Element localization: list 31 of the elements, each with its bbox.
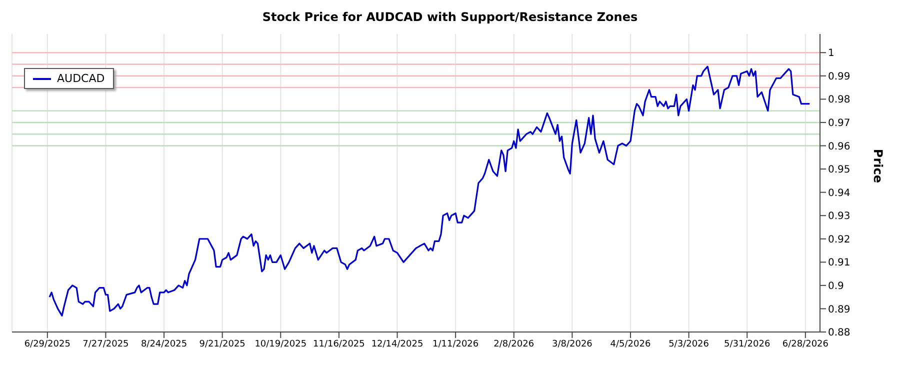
x-tick-label: 6/28/2026 [782, 339, 829, 350]
x-tick-label: 5/3/2026 [668, 339, 710, 350]
x-tick-label: 10/19/2025 [254, 339, 307, 350]
line-series [48, 66, 810, 317]
y-tick-label: 0.95 [828, 164, 850, 176]
y-tick-label: 0.89 [828, 304, 850, 316]
chart-title: Stock Price for AUDCAD with Support/Resistance Zones [261, 9, 639, 26]
y-tick-label: 0.96 [828, 141, 850, 152]
y-tick-label: 0.99 [828, 71, 850, 82]
x-tick-label: 6/29/2025 [24, 339, 70, 350]
y-tick-label: 0.98 [828, 94, 850, 106]
y-tick-label: 0.88 [828, 328, 850, 339]
x-tick-label: 12/14/2025 [371, 339, 424, 350]
x-tick-label: 11/16/2025 [313, 339, 365, 350]
y-tick-label: 0.9 [828, 280, 844, 292]
x-tick-label: 2/8/2026 [494, 339, 534, 350]
x-tick-label: 3/8/2026 [552, 339, 593, 350]
y-tick-label: 0.97 [828, 118, 850, 130]
y-tick-label: 0.91 [828, 258, 850, 269]
x-tick-label: 5/31/2026 [724, 339, 770, 350]
x-tick-label: 9/21/2025 [199, 339, 246, 350]
y-tick-label: 0.94 [828, 188, 850, 199]
x-tick-label: 1/11/2026 [432, 339, 479, 350]
x-tick-label: 8/24/2025 [140, 339, 188, 350]
y-tick-label: 1 [828, 48, 834, 60]
y-tick-label: 0.93 [828, 211, 850, 222]
y-axis-title: Price [870, 148, 885, 183]
legend-label: AUDCAD [57, 72, 105, 85]
y-tick-label: 0.92 [828, 234, 850, 246]
x-tick-label: 4/5/2026 [610, 339, 651, 350]
x-tick-label: 7/27/2025 [82, 339, 129, 350]
